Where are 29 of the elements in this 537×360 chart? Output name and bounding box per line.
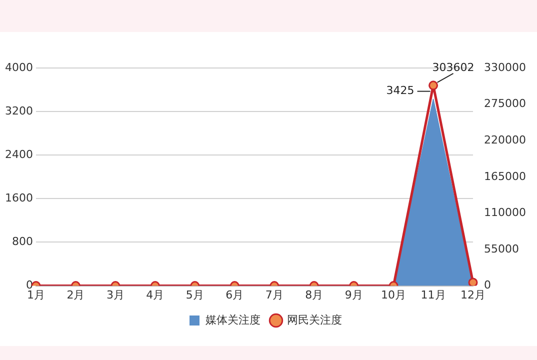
y2-tick-label: 275000 xyxy=(484,97,526,110)
x-tick-label: 7月 xyxy=(265,288,284,302)
x-tick-label: 6月 xyxy=(226,288,244,302)
point xyxy=(468,278,478,286)
x-tick-label: 9月 xyxy=(344,288,363,302)
data-label: 3425 xyxy=(386,84,414,98)
y2-tick-label: 330000 xyxy=(484,60,526,74)
y2-tick-label: 165000 xyxy=(484,170,526,183)
data-label: 303602 xyxy=(432,60,474,74)
y2-tick-label: 220000 xyxy=(484,133,526,146)
y-tick-label: 4000 xyxy=(4,60,33,74)
x-tick-label: 3月 xyxy=(106,288,124,302)
y-tick-label: 3200 xyxy=(4,104,33,118)
y-tick-label: 1600 xyxy=(4,192,33,205)
y-tick-label: 2400 xyxy=(4,148,33,161)
x-tick-label: 2月 xyxy=(66,288,85,302)
y2-tick-label: 55000 xyxy=(484,242,520,256)
legend-label: 媒体关注度 xyxy=(206,313,260,326)
point xyxy=(428,80,438,90)
legend-label: 网民关注度 xyxy=(287,313,342,326)
x-tick-label: 10月 xyxy=(381,288,406,302)
x-tick-label: 5月 xyxy=(186,288,204,302)
y2-tick-label: 110000 xyxy=(484,206,526,220)
x-tick-label: 8月 xyxy=(305,288,324,302)
x-tick-label: 12月 xyxy=(460,288,486,302)
y-tick-label: 800 xyxy=(12,235,33,248)
x-tick-label: 11月 xyxy=(420,288,446,302)
x-tick-label: 4月 xyxy=(146,288,164,302)
y2-tick-label: 0 xyxy=(484,278,492,292)
